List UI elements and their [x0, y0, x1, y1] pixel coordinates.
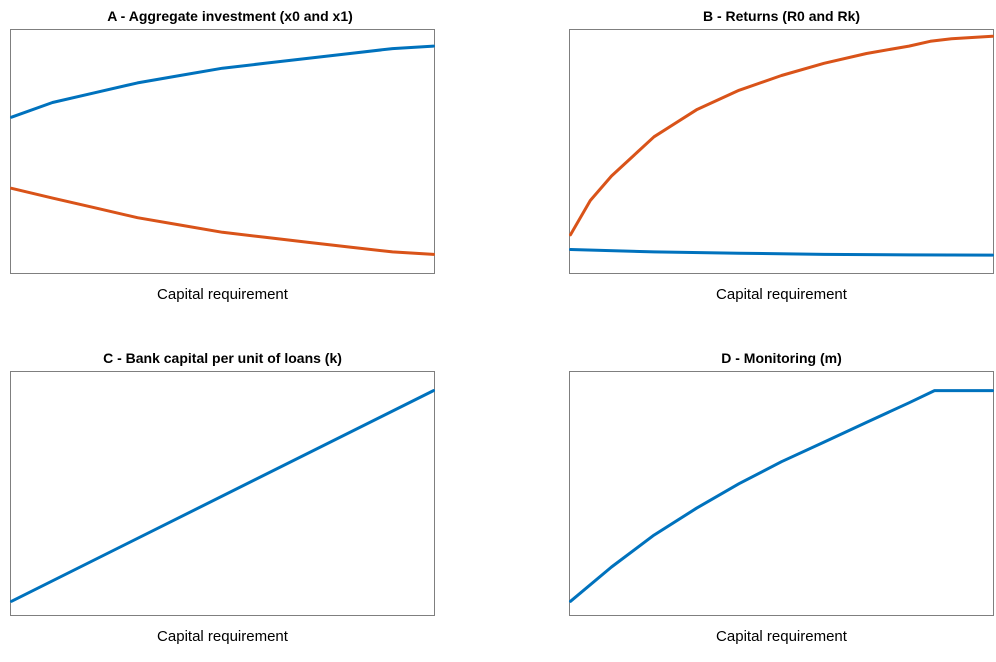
- axes-box: [10, 371, 435, 616]
- chart-title: C - Bank capital per unit of loans (k): [103, 350, 342, 366]
- axes-box: [569, 29, 994, 274]
- series-line-2: [569, 34, 994, 237]
- chart-plot: [569, 29, 994, 274]
- chart-panel-b: B - Returns (R0 and Rk) Capital requirem…: [559, 0, 996, 320]
- chart-title: D - Monitoring (m): [721, 350, 842, 366]
- series-line-2: [10, 186, 435, 256]
- x-axis-label: Capital requirement: [716, 628, 847, 645]
- series-line-1: [10, 44, 435, 119]
- series-line-1: [569, 248, 994, 257]
- chart-title: A - Aggregate investment (x0 and x1): [107, 8, 353, 24]
- series-line-1: [10, 389, 435, 603]
- series-line-1: [569, 389, 994, 603]
- x-axis-label: Capital requirement: [157, 286, 288, 303]
- chart-panel-c: C - Bank capital per unit of loans (k) C…: [0, 342, 460, 662]
- x-axis-label: Capital requirement: [716, 286, 847, 303]
- chart-plot: [569, 371, 994, 616]
- axes-box: [10, 29, 435, 274]
- chart-panel-d: D - Monitoring (m) Capital requirement: [559, 342, 996, 662]
- chart-panel-a: A - Aggregate investment (x0 and x1) Cap…: [0, 0, 460, 320]
- chart-plot: [10, 29, 435, 274]
- chart-plot: [10, 371, 435, 616]
- chart-title: B - Returns (R0 and Rk): [702, 8, 861, 24]
- x-axis-label: Capital requirement: [157, 628, 288, 645]
- axes-box: [569, 371, 994, 616]
